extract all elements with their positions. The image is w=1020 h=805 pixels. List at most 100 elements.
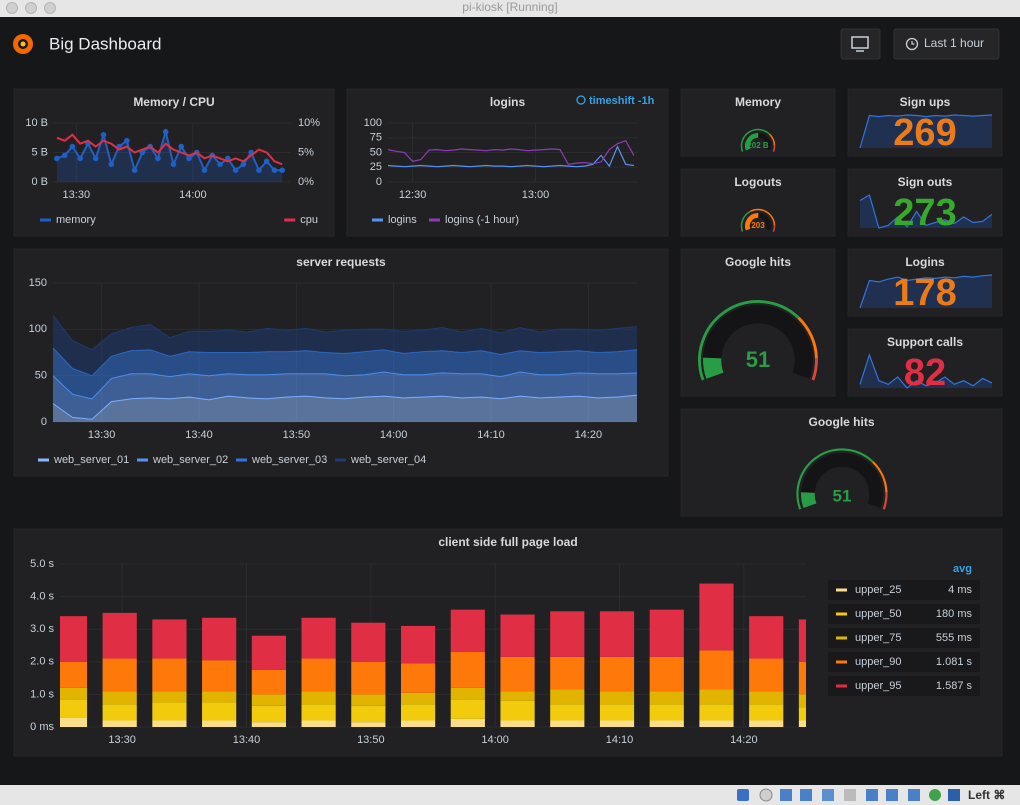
legend-label: memory xyxy=(56,214,96,226)
data-point xyxy=(77,155,83,162)
y-tick-label: 5% xyxy=(298,146,314,158)
legend-label: logins (-1 hour) xyxy=(445,214,519,226)
data-point xyxy=(155,155,161,162)
bar-segment xyxy=(202,617,237,661)
sparkline-line xyxy=(859,274,993,309)
bar-segment xyxy=(749,720,784,727)
legend-swatch xyxy=(38,458,49,462)
sparkline-area xyxy=(860,115,992,148)
legend-swatch xyxy=(836,684,847,688)
bar-segment xyxy=(301,704,336,721)
stat-value: 273 xyxy=(893,192,956,234)
legend-label: upper_25 xyxy=(855,584,902,596)
bar-segment xyxy=(60,687,88,700)
y-tick-label: 5.0 s xyxy=(30,558,54,570)
bar-segment xyxy=(102,691,137,705)
panel-title: Logouts xyxy=(734,175,782,189)
gauge-threshold xyxy=(796,448,874,510)
x-tick-label: 14:00 xyxy=(481,734,509,746)
panel-title: server requests xyxy=(296,255,386,269)
status-icons xyxy=(737,788,960,802)
y-tick-label: 25 xyxy=(370,161,382,173)
logo-core xyxy=(20,41,26,47)
bar-segment xyxy=(500,720,535,727)
legend-row xyxy=(828,628,980,648)
status-icon[interactable] xyxy=(737,789,749,801)
bar-segment xyxy=(152,702,187,721)
data-point xyxy=(124,137,130,144)
data-point xyxy=(92,155,99,162)
x-tick-label: 13:00 xyxy=(522,189,550,201)
legend-swatch xyxy=(836,612,847,616)
tv-mode-button[interactable] xyxy=(840,28,881,60)
status-icon[interactable] xyxy=(759,788,773,802)
bar-segment xyxy=(351,722,386,727)
status-icon[interactable] xyxy=(780,789,792,801)
bar-segment xyxy=(798,661,806,695)
bar-segment xyxy=(798,619,806,662)
dashboard-title[interactable]: Big Dashboard xyxy=(49,34,161,53)
x-tick-label: 13:40 xyxy=(233,734,261,746)
bar-segment xyxy=(202,720,237,727)
status-icon[interactable] xyxy=(822,789,834,801)
status-icon[interactable] xyxy=(844,789,856,801)
legend-swatch xyxy=(836,588,847,592)
panel-title: Google hits xyxy=(725,255,791,269)
data-point xyxy=(100,132,107,138)
y-tick-label: 10% xyxy=(298,117,320,129)
y-tick-label: 75 xyxy=(370,132,382,144)
status-icon[interactable] xyxy=(800,789,812,801)
timeshift-label: timeshift -1h xyxy=(589,95,655,107)
time-picker-button[interactable] xyxy=(893,28,1000,60)
grafana-logo[interactable] xyxy=(13,34,33,54)
minimize-button[interactable] xyxy=(25,2,37,14)
bar-segment xyxy=(251,722,286,727)
bars xyxy=(60,583,806,727)
bar-segment xyxy=(301,658,336,692)
legend-swatch xyxy=(836,660,847,664)
bar-segment xyxy=(649,656,684,692)
bar-segment xyxy=(202,660,237,692)
legend-label: upper_50 xyxy=(855,608,902,620)
bar-segment xyxy=(450,609,485,653)
data-point xyxy=(162,129,169,135)
gauge-track xyxy=(801,453,883,509)
status-icon[interactable] xyxy=(948,789,960,801)
bar-segment xyxy=(699,720,734,727)
status-icon[interactable] xyxy=(929,789,941,801)
zoom-button[interactable] xyxy=(44,2,56,14)
status-icon[interactable] xyxy=(886,789,898,801)
legend-label: web_server_03 xyxy=(251,454,327,466)
stat-value: 178 xyxy=(893,272,956,314)
monitor-icon xyxy=(851,36,869,49)
gauge-threshold xyxy=(768,133,776,146)
sparkline-area xyxy=(860,355,992,388)
bar-segment xyxy=(301,691,336,705)
gauge-threshold xyxy=(772,225,776,232)
y-tick-label: 100 xyxy=(29,323,47,335)
sparkline-line xyxy=(859,114,993,149)
x-tick-label: 13:30 xyxy=(108,734,136,746)
legend-swatch xyxy=(335,458,346,462)
y-tick-label: 0 ms xyxy=(30,721,54,733)
bar-segment xyxy=(152,691,187,703)
panel-title: Logins xyxy=(905,255,945,269)
status-icon[interactable] xyxy=(866,789,878,801)
legend-swatch xyxy=(40,218,51,222)
series-line xyxy=(56,133,283,166)
data-point xyxy=(178,143,185,150)
x-tick-label: 13:50 xyxy=(283,429,311,441)
close-button[interactable] xyxy=(6,2,18,14)
legend-swatch xyxy=(372,218,383,222)
status-icon[interactable] xyxy=(908,789,920,801)
bar-segment xyxy=(251,694,286,706)
legend-avg: 4 ms xyxy=(948,584,972,596)
bar-segment xyxy=(450,699,485,719)
bar-segment xyxy=(152,658,187,692)
bar-segment xyxy=(649,704,684,721)
panel xyxy=(346,88,669,237)
stacked-area xyxy=(53,347,637,399)
x-tick-label: 13:30 xyxy=(63,189,91,201)
sparkline-line xyxy=(859,194,993,229)
bar-segment xyxy=(400,720,436,727)
